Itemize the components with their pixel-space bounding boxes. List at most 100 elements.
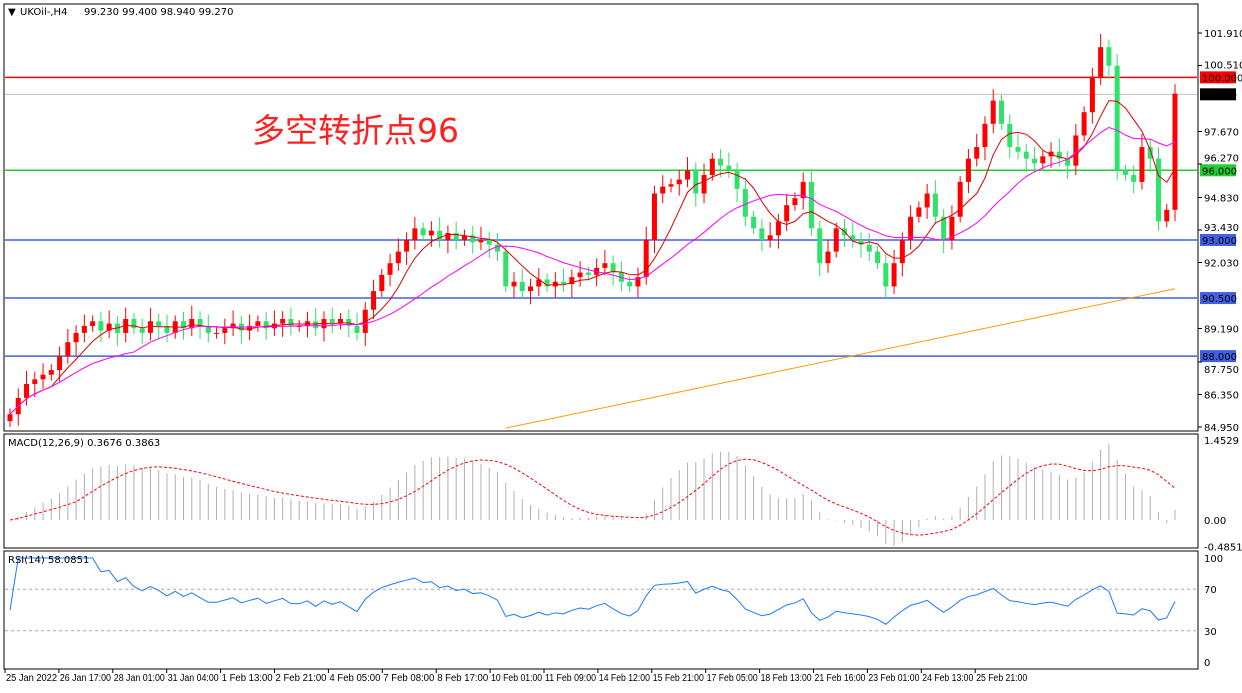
candle-body [544,279,550,287]
candle-body [1114,65,1120,171]
candle [676,170,682,196]
candle [1139,133,1145,190]
level-price-label: 88.000 [1202,352,1237,363]
candle-body [445,233,451,240]
candle [759,218,765,252]
candle [924,183,930,219]
candle [585,266,591,281]
candle [718,149,724,178]
candle-body [189,318,195,329]
macd-tick-label: 1.4529 [1204,436,1239,447]
level-price-label: 100.000 [1202,73,1242,84]
candle-body [379,274,385,292]
candle [932,180,938,225]
candle-body [965,158,971,182]
candle-body [891,263,897,287]
candle-body [412,228,418,240]
x-tick-label: 31 Jan 04:00 [168,673,219,684]
ma-mid-line [9,126,1176,415]
candle [726,152,732,178]
candle [57,346,63,382]
level-price-label: 90.500 [1202,294,1237,305]
level-price-label: 96.000 [1202,166,1237,177]
candle-body [24,384,30,398]
candle [965,149,971,194]
candle-body [709,158,715,175]
candle-body [651,193,657,240]
candle-body [899,239,905,264]
candle-body [371,291,377,310]
level-price-tag [1200,350,1236,363]
x-tick-label: 23 Feb 01:00 [868,673,919,684]
candle [395,238,401,271]
candle-body [982,123,988,148]
candle [1007,114,1013,159]
candle-body [577,272,583,278]
candle-body [486,239,492,245]
candle [1131,165,1137,194]
candle [1147,139,1153,172]
level-price-tag [1200,71,1236,84]
candle [7,408,13,427]
candle-body [280,318,286,324]
candle-body [932,193,938,217]
candle [908,205,914,250]
y-tick-label: 86.350 [1204,390,1239,401]
candle-body [1040,156,1046,164]
x-tick-label: 26 Jan 17:00 [60,673,111,684]
candle [577,261,583,287]
candle-body [1073,135,1079,166]
dropdown-triangle-icon[interactable]: ▼ [8,7,16,18]
candle-body [511,281,517,287]
candle-body [883,263,889,287]
candle [1122,164,1128,181]
x-tick-label: 17 Feb 05:00 [707,673,758,684]
candle [610,255,616,286]
candle [461,229,467,246]
rsi-tick-label: 30 [1204,627,1217,638]
candle-body [494,244,500,252]
candle-body [247,325,253,331]
candle-body [437,230,443,240]
candle-body [1032,158,1038,164]
y-tick-label: 89.190 [1204,324,1239,335]
candle-body [1172,93,1178,210]
candle [420,222,426,242]
candle [685,157,691,188]
candle-body [32,379,38,385]
candle-body [536,279,542,287]
x-tick-label: 10 Feb 01:00 [491,673,542,684]
candle-body [974,147,980,159]
candle-body [40,374,46,380]
candle-body [519,281,525,292]
candle-body [808,181,814,229]
candle-body [693,170,699,194]
x-tick-label: 2 Feb 21:00 [276,673,327,684]
candle-body [1089,77,1095,113]
candle [511,272,517,298]
candle-body [1122,170,1128,175]
x-tick-label: 4 Feb 05:00 [329,673,380,684]
candle [899,232,905,277]
candle-body [784,205,790,222]
x-tick-label: 11 Feb 09:00 [545,673,596,684]
candle [866,233,872,262]
candle-body [643,239,649,278]
candle-body [1023,151,1029,159]
candle [428,221,434,247]
candle-body [825,251,831,264]
candle [635,267,641,298]
candle [528,278,534,305]
y-tick-label: 97.670 [1204,127,1239,138]
candle [404,232,410,265]
y-tick-label: 92.030 [1204,259,1239,270]
candle-body [503,251,509,287]
x-tick-label: 25 Feb 21:00 [976,673,1027,684]
candle [494,233,500,262]
candle-body [602,263,608,268]
candle-body [742,188,748,217]
candle [1032,147,1038,173]
candle-body [817,228,823,264]
candle [883,253,889,298]
